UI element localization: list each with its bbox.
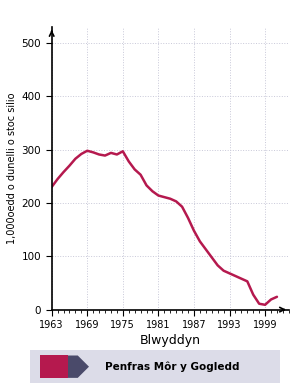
Bar [40, 355, 68, 378]
FancyArrow shape [68, 356, 89, 378]
X-axis label: Blwyddyn: Blwyddyn [140, 334, 201, 347]
FancyBboxPatch shape [30, 350, 280, 383]
Text: Penfras Môr y Gogledd: Penfras Môr y Gogledd [105, 361, 240, 372]
Y-axis label: 1,000oedd o dunelli o stoc silio: 1,000oedd o dunelli o stoc silio [8, 92, 17, 244]
